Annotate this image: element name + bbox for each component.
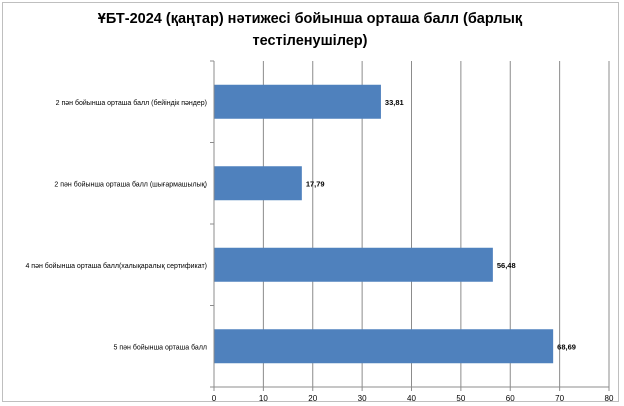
x-tick-label: 10 [259,394,268,403]
category-label: 5 пән бойынша орташа балл [113,343,207,351]
category-label: 2 пән бойынша орташа балл (бейіндік пәнд… [56,99,207,107]
bar [214,329,554,364]
category-label: 4 пән бойынша орташа балл(халықаралық се… [25,262,207,270]
x-tick-label: 50 [456,394,465,403]
x-tick-label: 40 [407,394,416,403]
labels: 0 10 20 30 40 50 60 70 80 2 пән бойынша орташа ба… [25,98,614,403]
chart-title: ҰБТ-2024 (қаңтар) нәтижесі бойынша орташ… [97,11,523,49]
x-tick-label: 70 [555,394,564,403]
data-label: 33,81 [385,98,404,107]
axes [210,60,610,391]
bar [214,166,302,201]
data-label: 17,79 [306,179,325,188]
data-label: 56,48 [497,261,516,270]
x-tick-label: 20 [308,394,317,403]
x-tick-label: 60 [506,394,515,403]
category-label: 2 пән бойынша орташа балл (шығармашылық) [54,180,207,188]
data-label: 68,69 [557,342,576,351]
x-tick-label: 30 [358,394,367,403]
x-tick-label: 0 [212,394,217,403]
bars [214,84,554,364]
x-tick-label: 80 [605,394,614,403]
bar [214,247,493,282]
bar [214,84,381,119]
